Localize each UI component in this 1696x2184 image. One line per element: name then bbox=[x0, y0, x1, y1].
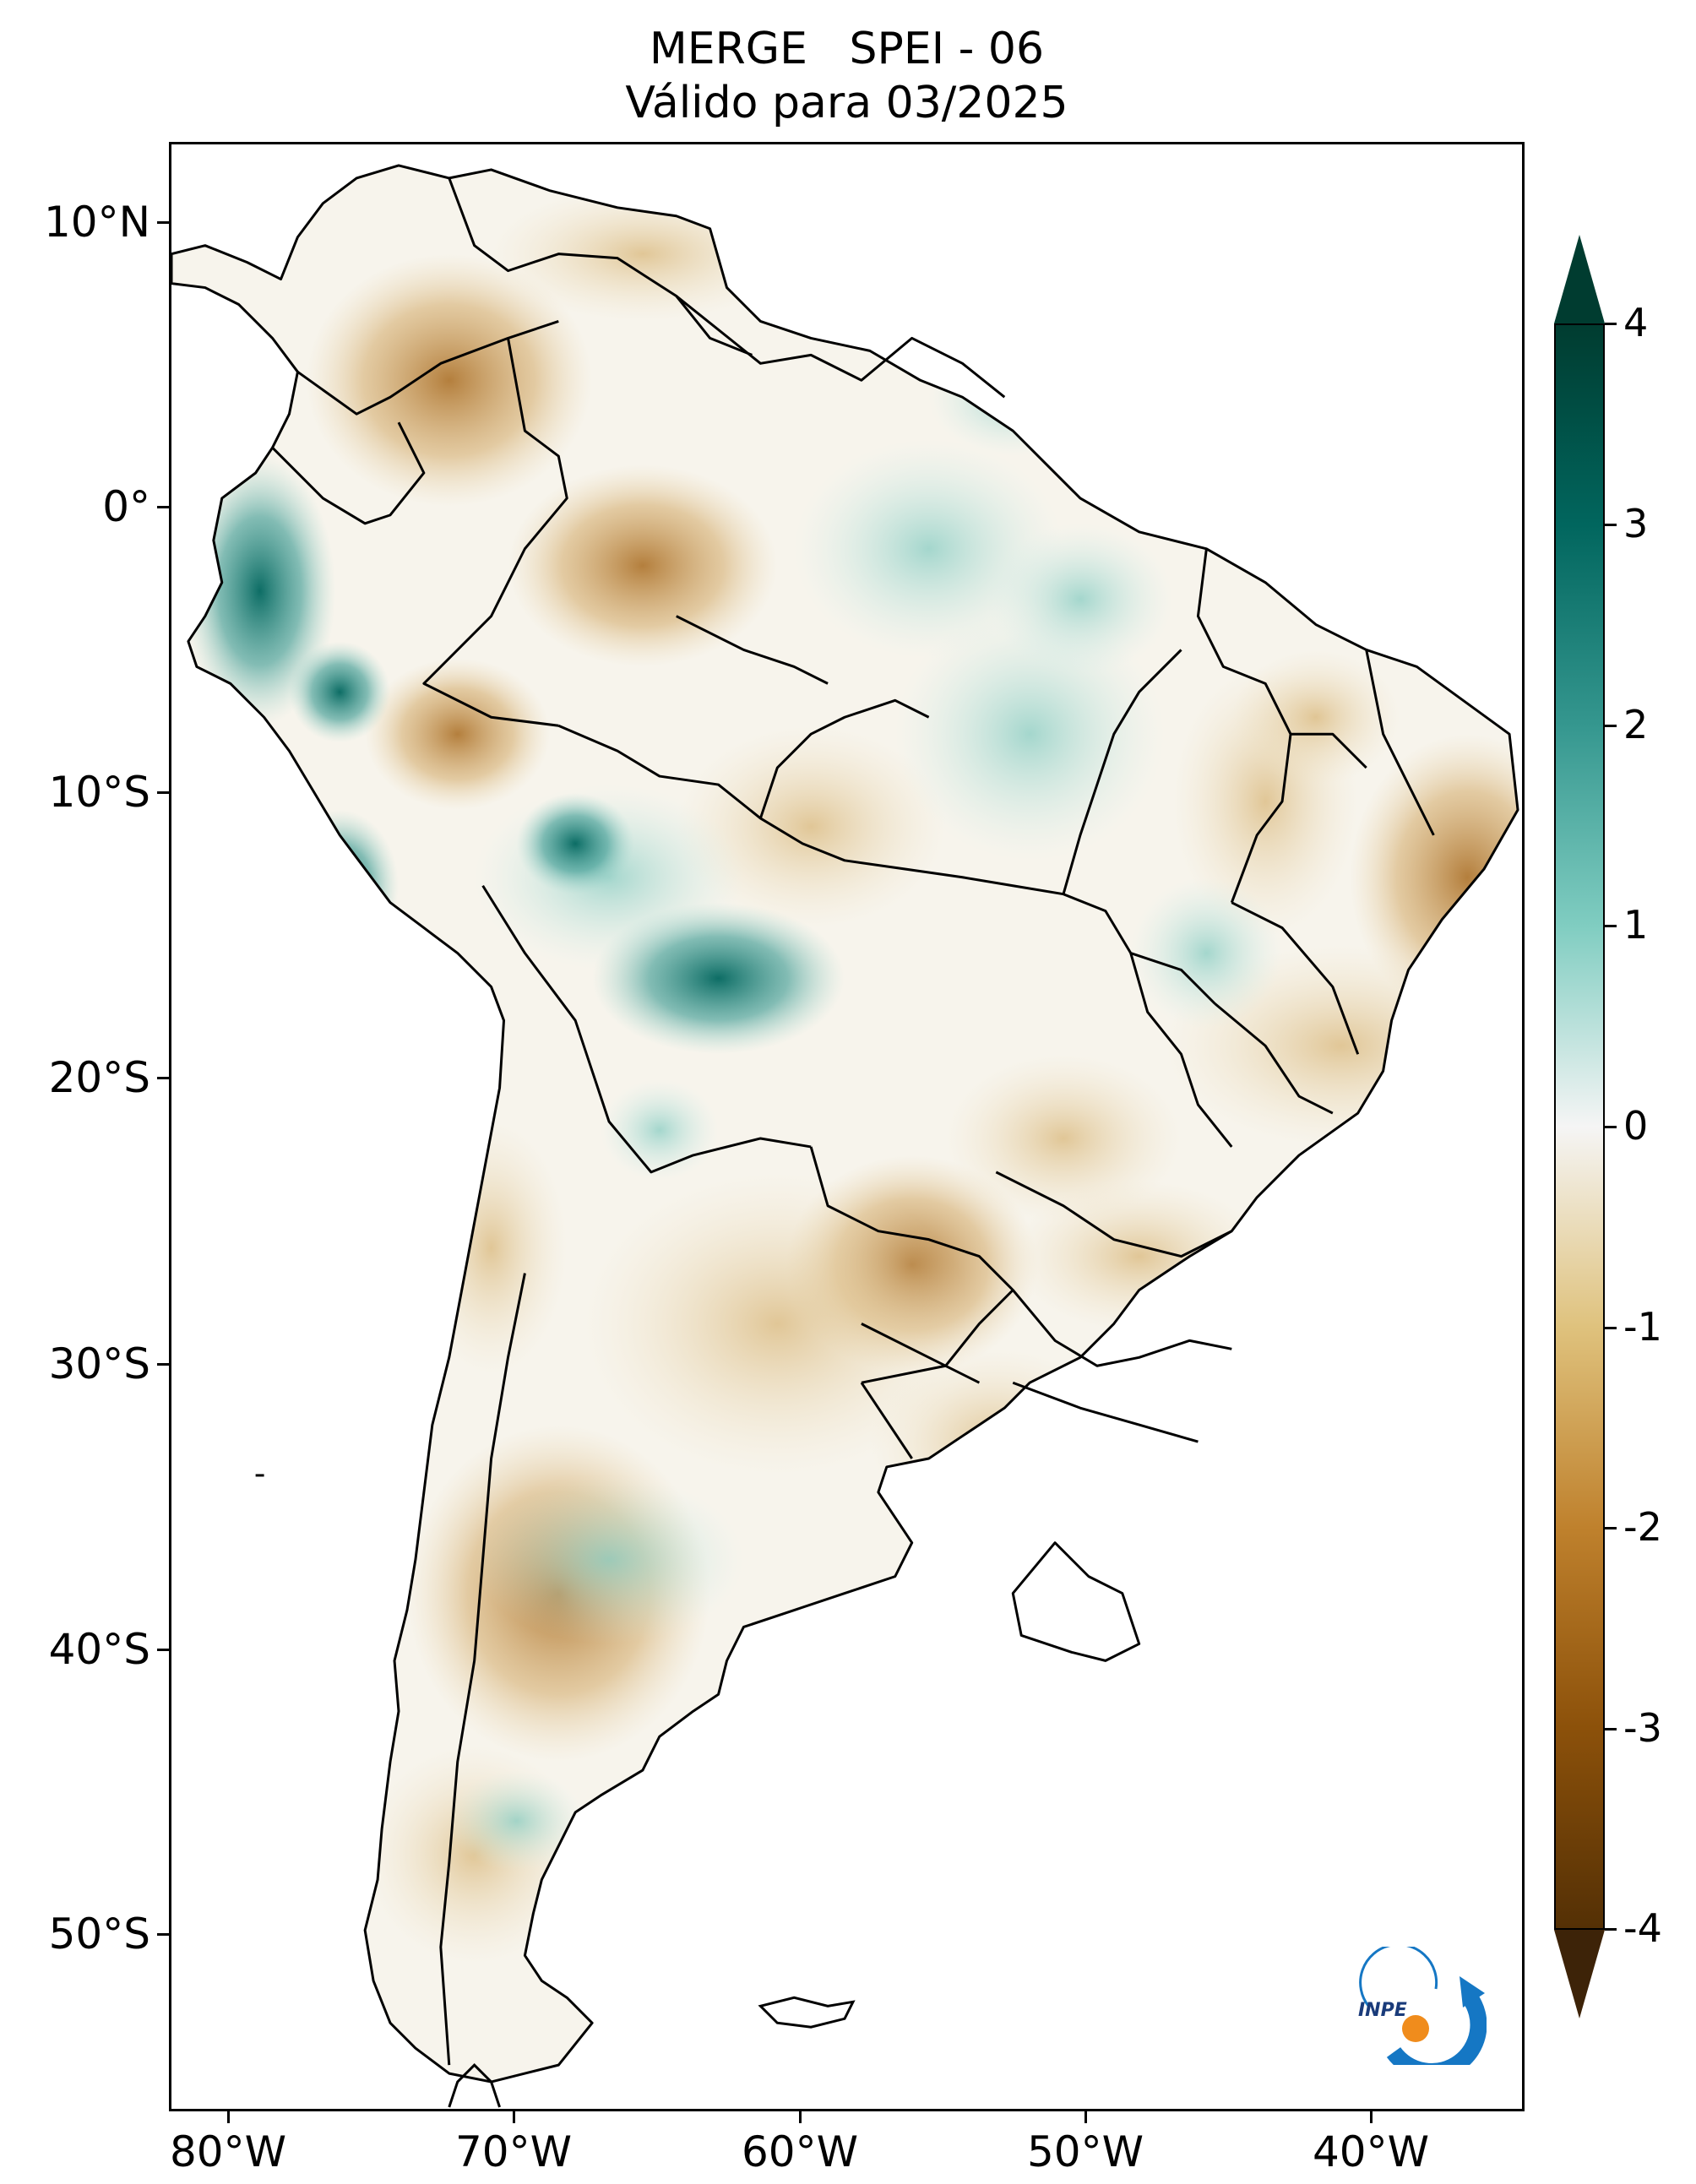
y-tick-mark bbox=[157, 791, 169, 794]
inpe-logo-text: INPE bbox=[1358, 2000, 1407, 2021]
x-tick-mark bbox=[513, 2111, 515, 2123]
y-tick-mark bbox=[157, 506, 169, 508]
y-tick-mark bbox=[157, 1077, 169, 1079]
colorbar-label: 1 bbox=[1623, 902, 1649, 948]
x-tick-label: 40°W bbox=[1312, 2127, 1430, 2176]
colorbar-label: 3 bbox=[1623, 501, 1649, 546]
y-tick-mark bbox=[157, 1933, 169, 1936]
colorbar-tick bbox=[1605, 1126, 1617, 1128]
colorbar-label: -3 bbox=[1623, 1705, 1662, 1751]
x-tick-label: 60°W bbox=[741, 2127, 859, 2176]
y-tick-label: 0° bbox=[102, 482, 150, 531]
x-tick-label: 70°W bbox=[454, 2127, 573, 2176]
x-tick-mark bbox=[1084, 2111, 1087, 2123]
colorbar-extend-bottom bbox=[1554, 1930, 1605, 2018]
x-tick-label: 80°W bbox=[169, 2127, 287, 2176]
colorbar-tick bbox=[1605, 323, 1617, 325]
y-tick-label: 30°S bbox=[48, 1339, 150, 1388]
y-tick-label: 10°N bbox=[43, 198, 150, 247]
colorbar-tick bbox=[1605, 1327, 1617, 1329]
y-tick-mark bbox=[157, 1363, 169, 1366]
colorbar-label: 2 bbox=[1623, 702, 1649, 747]
colorbar-tick bbox=[1605, 1728, 1617, 1730]
y-tick-label: 50°S bbox=[48, 1910, 150, 1959]
south-america-map bbox=[171, 164, 1519, 2108]
colorbar-extend-top bbox=[1554, 235, 1605, 323]
colorbar-tick bbox=[1605, 1527, 1617, 1529]
colorbar-label: -4 bbox=[1623, 1905, 1662, 1951]
colorbar-tick bbox=[1605, 925, 1617, 927]
y-tick-mark bbox=[157, 1649, 169, 1651]
colorbar bbox=[1554, 323, 1605, 1930]
x-tick-mark bbox=[227, 2111, 230, 2123]
map-area bbox=[169, 142, 1525, 2111]
colorbar-label: 4 bbox=[1623, 300, 1649, 345]
colorbar-label: -2 bbox=[1623, 1504, 1662, 1550]
colorbar-tick bbox=[1605, 1928, 1617, 1931]
map-title: MERGE SPEI - 06 bbox=[649, 24, 1045, 74]
y-tick-label: 40°S bbox=[48, 1625, 150, 1674]
y-tick-label: 20°S bbox=[48, 1053, 150, 1102]
colorbar-tick bbox=[1605, 725, 1617, 727]
x-tick-mark bbox=[799, 2111, 802, 2123]
map-subtitle: Válido para 03/2025 bbox=[625, 78, 1068, 128]
colorbar-tick bbox=[1605, 524, 1617, 526]
inpe-logo-icon: INPE bbox=[1358, 1943, 1487, 2080]
x-tick-label: 50°W bbox=[1026, 2127, 1144, 2176]
colorbar-label: -1 bbox=[1623, 1304, 1662, 1350]
x-tick-mark bbox=[1370, 2111, 1373, 2123]
colorbar-label: 0 bbox=[1623, 1103, 1649, 1149]
y-tick-label: 10°S bbox=[48, 768, 150, 817]
y-tick-mark bbox=[157, 221, 169, 224]
inpe-logo: INPE bbox=[1343, 1943, 1487, 2080]
